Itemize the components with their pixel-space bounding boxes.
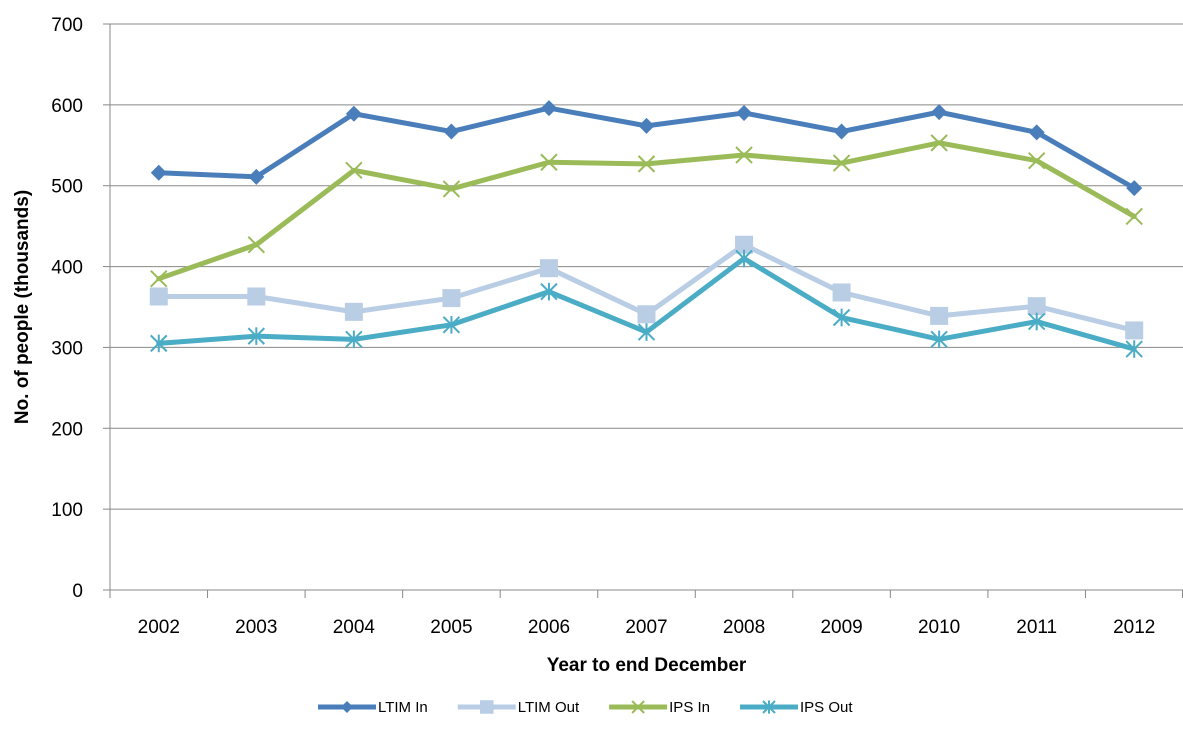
point-ips-in-2008 bbox=[735, 146, 753, 164]
point-ltim-out-2003 bbox=[247, 287, 266, 306]
point-ips-out-2012 bbox=[1125, 340, 1143, 358]
point-ips-out-2008 bbox=[735, 249, 753, 268]
point-ltim-in-2012 bbox=[1126, 180, 1143, 197]
x-tick-label-2006: 2006 bbox=[528, 617, 570, 638]
point-ips-out-2003 bbox=[247, 327, 266, 345]
point-ips-in-2011 bbox=[1027, 151, 1046, 170]
legend-item-ips-out: IPS Out bbox=[740, 699, 853, 716]
point-ltim-out-2004 bbox=[344, 302, 363, 321]
y-tick-label-300: 300 bbox=[51, 338, 83, 359]
point-ips-in-2009 bbox=[832, 154, 851, 172]
point-ltim-out-2009 bbox=[832, 283, 851, 302]
series-lines bbox=[149, 100, 1144, 358]
y-tick-label-200: 200 bbox=[51, 419, 83, 440]
legend-marker-ltim-out bbox=[479, 700, 494, 714]
point-ips-out-2007 bbox=[637, 323, 656, 341]
point-ltim-in-2003 bbox=[248, 168, 265, 185]
point-ltim-out-2008 bbox=[735, 235, 754, 254]
point-ips-out-2009 bbox=[832, 308, 851, 327]
y-tick-label-600: 600 bbox=[51, 96, 83, 117]
point-ltim-in-2006 bbox=[540, 100, 557, 117]
point-ips-in-2002 bbox=[150, 269, 168, 288]
point-ips-in-2010 bbox=[930, 134, 948, 152]
y-tick-label-400: 400 bbox=[51, 258, 83, 279]
legend-item-ltim-in: LTIM In bbox=[318, 699, 428, 716]
legend-item-ltim-out: LTIM Out bbox=[457, 699, 580, 716]
legend-label-ltim-in: LTIM In bbox=[378, 699, 428, 716]
axes bbox=[103, 23, 1183, 598]
point-ips-out-2006 bbox=[540, 282, 558, 301]
x-tick-label-2002: 2002 bbox=[138, 617, 180, 638]
legend-item-ips-in: IPS In bbox=[609, 699, 710, 716]
point-ltim-in-2010 bbox=[931, 104, 948, 121]
x-tick-label-2005: 2005 bbox=[430, 617, 472, 638]
x-tick-label-2004: 2004 bbox=[333, 617, 376, 638]
x-tick-label-2010: 2010 bbox=[918, 617, 960, 638]
x-tick-label-2007: 2007 bbox=[625, 617, 667, 638]
series-ips-out bbox=[150, 249, 1143, 358]
y-tick-label-500: 500 bbox=[51, 177, 83, 198]
x-axis-title: Year to end December bbox=[547, 655, 747, 676]
point-ltim-in-2004 bbox=[345, 105, 362, 122]
series-ips-in bbox=[150, 134, 1143, 288]
legend: LTIM In LTIM Out IPS In IPS Out bbox=[318, 699, 853, 716]
point-ips-out-2010 bbox=[930, 330, 948, 349]
legend-label-ips-in: IPS In bbox=[669, 699, 710, 716]
point-ltim-in-2002 bbox=[150, 164, 167, 181]
point-ltim-out-2005 bbox=[442, 289, 461, 308]
series-ltim-in bbox=[150, 100, 1143, 197]
x-tick-label-2009: 2009 bbox=[820, 617, 862, 638]
point-ltim-in-2007 bbox=[638, 117, 655, 134]
x-tick-label-2011: 2011 bbox=[1016, 617, 1057, 638]
point-ips-out-2002 bbox=[150, 334, 168, 353]
y-axis-title: No. of people (thousands) bbox=[12, 190, 33, 424]
point-ltim-out-2010 bbox=[930, 306, 949, 325]
y-tick-label-100: 100 bbox=[51, 500, 83, 521]
point-ips-in-2007 bbox=[637, 155, 656, 173]
legend-label-ltim-out: LTIM Out bbox=[518, 699, 580, 716]
point-ips-in-2005 bbox=[442, 180, 461, 198]
legend-marker-ips-in bbox=[631, 700, 645, 714]
point-ips-out-2004 bbox=[345, 330, 363, 349]
point-ltim-in-2011 bbox=[1028, 124, 1045, 141]
point-ips-in-2012 bbox=[1125, 207, 1143, 226]
point-ltim-out-2002 bbox=[149, 287, 168, 306]
y-tick-label-0: 0 bbox=[72, 581, 83, 602]
point-ips-out-2011 bbox=[1027, 312, 1046, 331]
series-ltim-out bbox=[149, 235, 1144, 340]
gridlines bbox=[110, 23, 1183, 510]
legend-marker-ltim-in bbox=[341, 701, 353, 713]
point-ips-out-2005 bbox=[442, 315, 461, 334]
point-ltim-out-2012 bbox=[1125, 321, 1144, 340]
point-ips-in-2003 bbox=[247, 236, 266, 254]
point-ips-in-2004 bbox=[345, 161, 363, 180]
point-ltim-in-2008 bbox=[736, 104, 753, 121]
point-ips-in-2006 bbox=[540, 153, 558, 171]
point-ltim-in-2009 bbox=[833, 123, 850, 140]
legend-label-ips-out: IPS Out bbox=[800, 699, 853, 716]
y-tick-label-700: 700 bbox=[51, 15, 83, 36]
point-ltim-out-2011 bbox=[1027, 297, 1046, 316]
x-tick-label-2008: 2008 bbox=[723, 617, 765, 638]
point-ltim-in-2005 bbox=[443, 123, 460, 140]
point-ltim-out-2007 bbox=[637, 305, 656, 324]
tick-labels: 0 100 200 300 400 500 600 700 2002 2003 2004 2005 20… bbox=[51, 15, 1155, 638]
legend-marker-ips-out bbox=[762, 700, 776, 714]
x-tick-label-2003: 2003 bbox=[235, 617, 277, 638]
point-ltim-out-2006 bbox=[539, 259, 558, 278]
x-tick-label-2012: 2012 bbox=[1113, 617, 1155, 638]
